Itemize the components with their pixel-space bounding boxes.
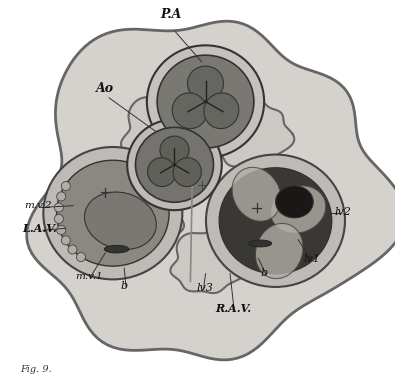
Ellipse shape [43,147,182,279]
Polygon shape [171,232,253,293]
Text: lv1: lv1 [304,255,321,264]
Ellipse shape [204,93,239,129]
Ellipse shape [85,192,156,250]
Text: m.v.1: m.v.1 [75,272,103,282]
Text: Ao: Ao [96,82,114,95]
Text: L.A.V.: L.A.V. [22,223,57,234]
Ellipse shape [206,155,345,287]
Ellipse shape [136,127,213,202]
Ellipse shape [57,160,169,266]
Text: lv2: lv2 [334,207,351,217]
Circle shape [57,192,66,201]
Ellipse shape [275,186,313,218]
Circle shape [54,215,63,223]
Text: b: b [120,281,127,291]
Ellipse shape [256,223,303,279]
Polygon shape [121,95,220,172]
Circle shape [54,203,63,212]
Text: m.v.2: m.v.2 [24,200,51,210]
Ellipse shape [249,240,272,247]
Ellipse shape [104,245,129,253]
Circle shape [57,226,66,234]
Text: b: b [260,267,268,278]
Circle shape [68,245,77,254]
Ellipse shape [187,66,224,101]
Ellipse shape [160,136,189,164]
Ellipse shape [127,119,222,210]
Text: Fig. 9.: Fig. 9. [20,365,52,374]
Polygon shape [110,190,184,251]
Text: lv3: lv3 [196,283,213,293]
Circle shape [61,236,70,245]
Ellipse shape [232,167,281,221]
Ellipse shape [157,55,254,148]
Text: R.A.V.: R.A.V. [215,303,251,314]
Circle shape [76,253,85,262]
Ellipse shape [270,186,326,233]
Ellipse shape [148,158,176,187]
Polygon shape [27,21,405,360]
Circle shape [61,181,70,190]
Text: P.A: P.A [160,8,182,21]
Polygon shape [235,179,309,240]
Ellipse shape [219,168,332,274]
Ellipse shape [147,45,264,158]
Ellipse shape [172,93,207,129]
Polygon shape [212,99,294,168]
Ellipse shape [173,158,201,187]
